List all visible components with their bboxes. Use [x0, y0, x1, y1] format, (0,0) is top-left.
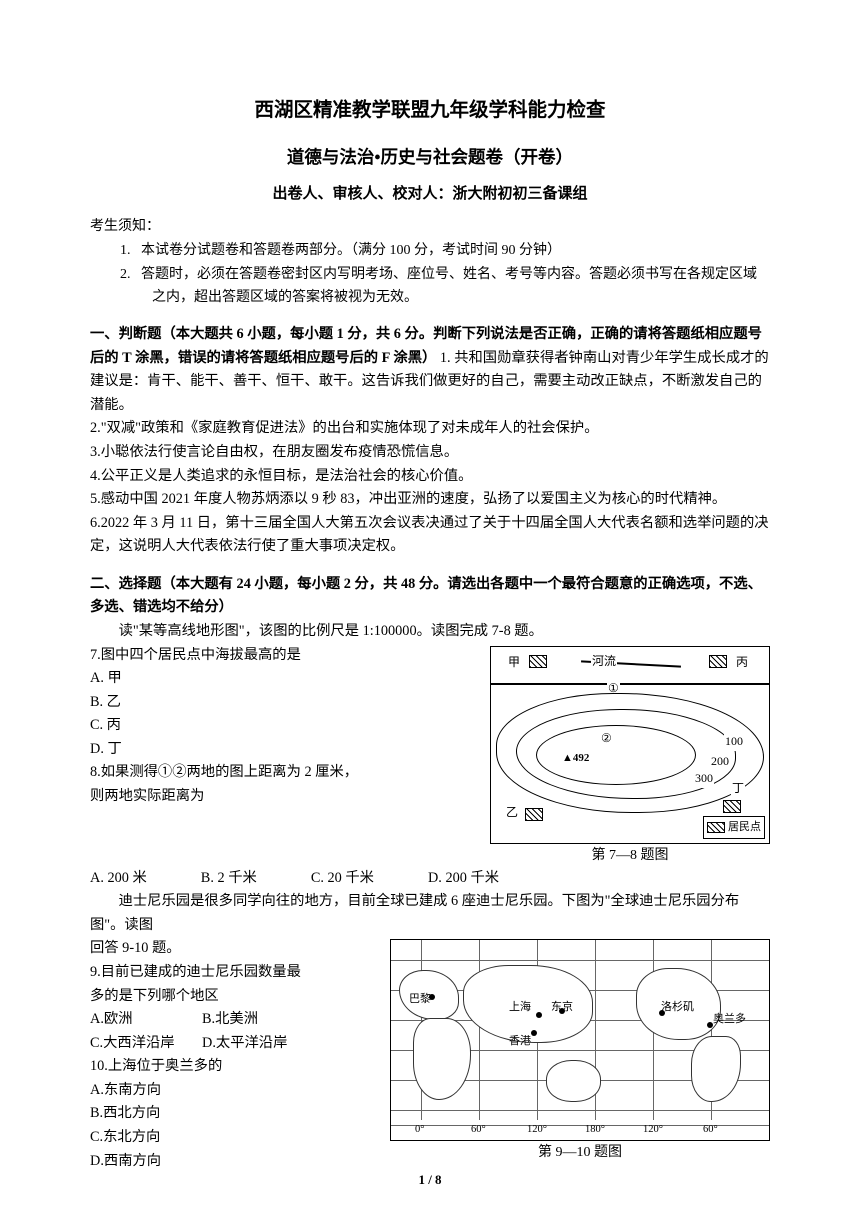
- q5: 5.感动中国 2021 年度人物苏炳添以 9 秒 83，冲出亚洲的速度，弘扬了以…: [90, 488, 770, 512]
- q7-a: A. 甲: [90, 667, 438, 691]
- q7-d: D. 丁: [90, 738, 438, 762]
- q2: 2."双减"政策和《家庭教育促进法》的出台和实施体现了对未成年人的社会保护。: [90, 417, 770, 441]
- author-line: 出卷人、审核人、校对人：浙大附初初三备课组: [90, 182, 770, 207]
- world-map: 巴黎 上海 东京 香港 洛杉矶 奥兰多 0° 60° 120° 180° 120…: [390, 939, 770, 1141]
- map1-caption: 第 7—8 题图: [490, 844, 770, 867]
- q8-options: A. 200 米 B. 2 千米 C. 20 千米 D. 200 千米: [90, 867, 770, 891]
- section1-title: 一、判断题（本大题共 6 小题，每小题 1 分，共 6 分。判断下列说法是否正确…: [90, 323, 770, 417]
- q7: 7.图中四个居民点中海拔最高的是: [90, 644, 438, 668]
- note-2: 2. 答题时，必须在答题卷密封区内写明考场、座位号、姓名、考号等内容。答题必须书…: [90, 264, 770, 309]
- q10-a: A.东南方向: [90, 1079, 315, 1103]
- map2-caption: 第 9—10 题图: [390, 1141, 770, 1164]
- q6: 6.2022 年 3 月 11 日，第十三届全国人大第五次会议表决通过了关于十四…: [90, 512, 770, 559]
- q9-ab: A.欧洲B.北美洲: [90, 1008, 315, 1032]
- q8: 8.如果测得①②两地的图上距离为 2 厘米，: [90, 761, 438, 785]
- q9-intro: 迪士尼乐园是很多同学向往的地方，目前全球已建成 6 座迪士尼乐园。下图为"全球迪…: [90, 890, 770, 937]
- q9-cd: C.大西洋沿岸D.太平洋沿岸: [90, 1032, 315, 1056]
- note-1: 1. 本试卷分试题卷和答题卷两部分。（满分 100 分，考试时间 90 分钟）: [90, 240, 770, 262]
- topographic-map: 河流 甲 丙 ① 100 200 300 ▲492 ② 乙 丁 居民点: [490, 646, 770, 844]
- q8-tail: 则两地实际距离为: [90, 785, 438, 809]
- q7-b: B. 乙: [90, 691, 438, 715]
- page-number: 1 / 8: [0, 1169, 860, 1190]
- main-title: 西湖区精准教学联盟九年级学科能力检查: [90, 95, 770, 127]
- notes-header: 考生须知：: [90, 215, 770, 238]
- q3: 3.小聪依法行使言论自由权，在朋友圈发布疫情恐慌信息。: [90, 441, 770, 465]
- q9-intro-b: 回答 9-10 题。: [90, 937, 315, 961]
- q9: 9.目前已建成的迪士尼乐园数量最多的是下列哪个地区: [90, 961, 315, 1008]
- q10: 10.上海位于奥兰多的: [90, 1055, 315, 1079]
- q10-b: B.西北方向: [90, 1102, 315, 1126]
- subtitle: 道德与法治•历史与社会题卷（开卷）: [90, 143, 770, 172]
- q4: 4.公平正义是人类追求的永恒目标，是法治社会的核心价值。: [90, 465, 770, 489]
- q7-intro: 读"某等高线地形图"，该图的比例尺是 1:100000。读图完成 7-8 题。: [90, 620, 770, 644]
- q7-c: C. 丙: [90, 714, 438, 738]
- section2-title: 二、选择题（本大题有 24 小题，每小题 2 分，共 48 分。请选出各题中一个…: [90, 573, 770, 620]
- q10-c: C.东北方向: [90, 1126, 315, 1150]
